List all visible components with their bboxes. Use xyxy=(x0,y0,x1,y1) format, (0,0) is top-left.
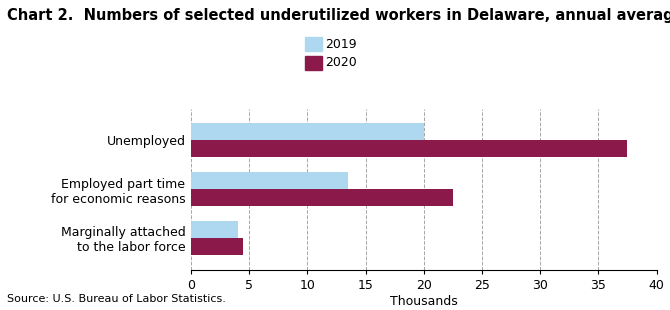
Text: Source: U.S. Bureau of Labor Statistics.: Source: U.S. Bureau of Labor Statistics. xyxy=(7,294,226,304)
X-axis label: Thousands: Thousands xyxy=(390,294,458,308)
Text: 2019: 2019 xyxy=(325,38,356,51)
Bar xyxy=(191,221,237,238)
Bar xyxy=(191,238,243,255)
Bar xyxy=(191,123,423,140)
Text: 2020: 2020 xyxy=(325,56,356,69)
Text: Chart 2.  Numbers of selected underutilized workers in Delaware, annual averages: Chart 2. Numbers of selected underutiliz… xyxy=(7,8,670,23)
Bar xyxy=(191,189,453,206)
Bar xyxy=(191,172,348,189)
Bar xyxy=(191,140,628,157)
